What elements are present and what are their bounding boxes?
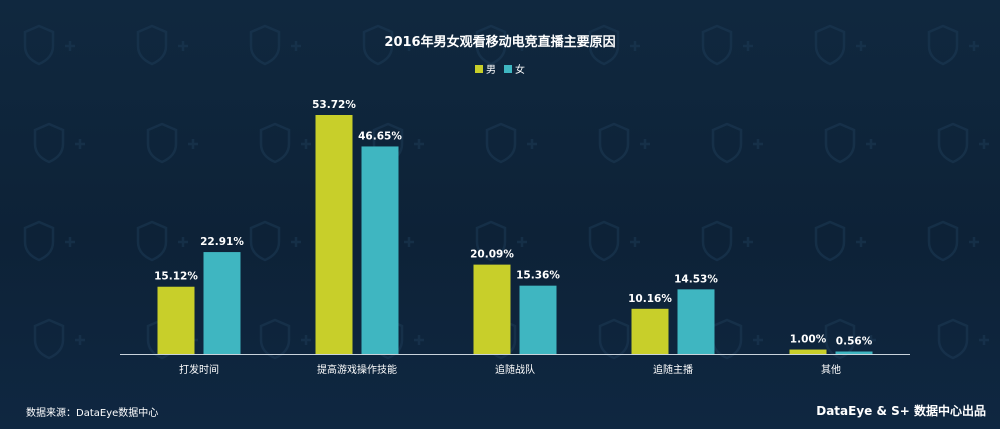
x-tick-label: 追随战队 [495, 363, 535, 376]
watermark-logo [588, 220, 640, 262]
watermark-logo [23, 220, 75, 262]
bar-female [519, 285, 557, 354]
bar-female [203, 252, 241, 354]
bar-female [361, 146, 399, 354]
bar-male [315, 115, 353, 354]
watermark-logo [824, 318, 876, 360]
watermark-logo [814, 220, 866, 262]
watermark-logo [136, 24, 188, 66]
watermark-logo [23, 24, 75, 66]
x-tick-label: 其他 [821, 363, 841, 376]
watermark-logo [814, 24, 866, 66]
data-label: 1.00% [790, 334, 827, 346]
x-tick-layer: 打发时间 提高游戏操作技能 追随战队 追随主播 其他 [179, 363, 841, 376]
watermark-logo [259, 318, 311, 360]
watermark-logo [927, 220, 979, 262]
x-tick-label: 提高游戏操作技能 [317, 363, 397, 376]
data-label: 10.16% [628, 293, 672, 305]
watermark-logo [362, 24, 414, 66]
watermark-logo [598, 122, 650, 164]
watermark-logo [711, 122, 763, 164]
watermark-logo [249, 220, 301, 262]
data-label: 0.56% [836, 336, 873, 348]
watermark-logo [259, 122, 311, 164]
data-label: 46.65% [358, 130, 402, 142]
bar-layer [157, 115, 873, 354]
bar-female [835, 351, 873, 354]
watermark-logo [33, 122, 85, 164]
data-label: 22.91% [200, 236, 244, 248]
watermark-logo [475, 220, 527, 262]
legend-item-female: 女 [504, 61, 525, 76]
legend: 男 女 [0, 61, 1000, 76]
watermark-logo [701, 220, 753, 262]
watermark-logo [937, 122, 989, 164]
data-label: 15.12% [154, 271, 198, 283]
x-tick-label: 追随主播 [653, 363, 693, 376]
watermark-logo [136, 220, 188, 262]
watermark-logo [146, 122, 198, 164]
watermark-logo [249, 24, 301, 66]
watermark-logo [927, 24, 979, 66]
data-source: 数据来源：DataEye数据中心 [26, 408, 159, 419]
watermark-logo [937, 318, 989, 360]
data-label: 53.72% [312, 99, 356, 111]
legend-swatch-male [475, 64, 483, 73]
bar-male [157, 286, 195, 354]
credit-line: DataEye & S+ 数据中心出品 [816, 404, 986, 418]
watermark-logo [588, 24, 640, 66]
x-tick-label: 打发时间 [179, 363, 219, 376]
legend-label-male: 男 [486, 65, 496, 76]
data-label: 20.09% [470, 249, 514, 261]
watermark-logo [824, 122, 876, 164]
bar-male [631, 308, 669, 354]
bar-male [473, 264, 511, 354]
watermark-logo [33, 318, 85, 360]
data-label: 15.36% [516, 270, 560, 282]
legend-label-female: 女 [515, 65, 525, 76]
bar-female [677, 289, 715, 354]
watermark-logo [711, 318, 763, 360]
chart-title: 2016年男女观看移动电竞直播主要原因 [384, 35, 616, 50]
data-label: 14.53% [674, 273, 718, 285]
watermark-logo [485, 122, 537, 164]
legend-swatch-female [504, 64, 512, 73]
watermark-logo [475, 24, 527, 66]
data-label-layer: 15.12% 22.91% 53.72% 46.65% 20.09%15.36% 10.1… [154, 99, 873, 348]
watermark-logo [701, 24, 753, 66]
legend-item-male: 男 [475, 61, 496, 76]
bar-male [789, 349, 827, 354]
